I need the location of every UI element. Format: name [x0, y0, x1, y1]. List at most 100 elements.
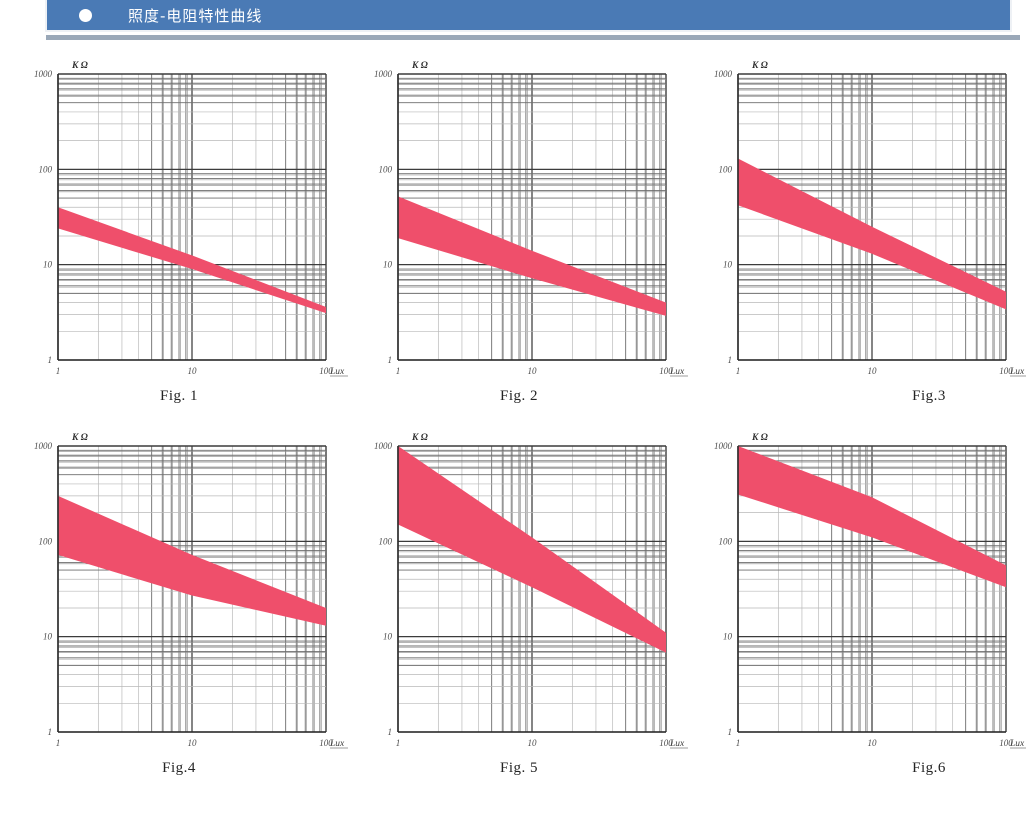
header-left-gutter: [0, 0, 45, 40]
resistance-tolerance-band: [398, 196, 666, 316]
figure-fig6: 1 10 100 1000 1 10 100 K Ω Lux Fig.6: [688, 424, 1026, 796]
figure-caption-fig3: Fig.3: [912, 388, 946, 404]
plot-area-fig5: 1 10 100 1000 1 10 100 K Ω Lux: [348, 424, 690, 764]
y-tick-label: 10: [383, 632, 393, 642]
y-axis-unit-label: K Ω: [751, 433, 768, 443]
resistance-tolerance-band: [398, 446, 666, 653]
x-axis-unit-label: Lux: [329, 739, 345, 749]
y-tick-label: 1000: [34, 441, 53, 451]
figure-caption-fig6: Fig.6: [912, 760, 946, 776]
plot-area-fig3: 1 10 100 1000 1 10 100 K Ω Lux: [688, 52, 1026, 392]
axis-lines-fig6: [737, 446, 1006, 733]
x-tick-label: 100: [999, 366, 1013, 376]
axis-lines-fig5: [397, 446, 666, 733]
y-axis-unit-label: K Ω: [751, 61, 768, 71]
figure-row-bottom: 1 10 100 1000 1 10 100 K Ω Lux Fig.4 1 10 100 1000 1…: [0, 424, 1026, 796]
x-tick-label: 1: [56, 738, 61, 748]
figure-fig5: 1 10 100 1000 1 10 100 K Ω Lux Fig. 5: [348, 424, 690, 796]
x-tick-label: 100: [659, 366, 673, 376]
resistance-tolerance-band: [58, 495, 326, 626]
axis-lines-fig2: [397, 74, 666, 361]
x-tick-label: 1: [396, 366, 401, 376]
y-tick-label: 10: [43, 260, 53, 270]
y-tick-label: 1000: [714, 441, 733, 451]
y-axis-unit-label: K Ω: [71, 433, 88, 443]
y-tick-label: 1000: [374, 69, 393, 79]
figure-caption-fig5: Fig. 5: [499, 760, 538, 776]
x-axis-unit-label: Lux: [329, 367, 345, 377]
filled-circle-icon: [79, 8, 92, 22]
y-tick-label: 100: [379, 164, 393, 174]
figure-fig1: 1 10 100 1000 1 10 100 K Ω Lux Fig. 1: [8, 52, 350, 424]
figure-fig3: 1 10 100 1000 1 10 100 K Ω Lux Fig.3: [688, 52, 1026, 424]
figure-fig2: 1 10 100 1000 1 10 100 K Ω Lux Fig. 2: [348, 52, 690, 424]
y-tick-label: 1: [728, 727, 733, 737]
page-header: 照度-电阻特性曲线: [0, 0, 1026, 44]
y-axis-unit-label: K Ω: [411, 61, 428, 71]
figure-fig4: 1 10 100 1000 1 10 100 K Ω Lux Fig.4: [8, 424, 350, 796]
y-tick-label: 10: [723, 260, 733, 270]
resistance-tolerance-band: [738, 158, 1006, 310]
y-axis-unit-label: K Ω: [71, 61, 88, 71]
x-axis-unit-label: Lux: [669, 367, 685, 377]
figure-caption-fig1: Fig. 1: [159, 388, 198, 404]
plot-area-fig1: 1 10 100 1000 1 10 100 K Ω Lux: [8, 52, 350, 392]
y-tick-label: 100: [719, 536, 733, 546]
resistance-tolerance-band: [738, 446, 1006, 588]
y-tick-label: 100: [719, 164, 733, 174]
y-tick-label: 1: [48, 355, 53, 365]
y-tick-label: 1: [48, 727, 53, 737]
x-tick-label: 1: [736, 366, 741, 376]
axis-lines-fig1: [57, 74, 326, 361]
y-tick-label: 100: [39, 536, 53, 546]
y-tick-label: 1000: [34, 69, 53, 79]
y-tick-label: 100: [39, 164, 53, 174]
header-title-bar: 照度-电阻特性曲线: [45, 0, 1012, 32]
y-tick-label: 1: [388, 355, 393, 365]
y-tick-label: 10: [43, 632, 53, 642]
x-tick-label: 10: [528, 738, 538, 748]
axis-lines-fig3: [737, 74, 1006, 361]
x-axis-unit-label: Lux: [669, 739, 685, 749]
header-underline-rule: [46, 35, 1020, 40]
x-tick-label: 100: [659, 738, 673, 748]
figure-caption-fig4: Fig.4: [162, 760, 196, 776]
y-tick-label: 10: [723, 632, 733, 642]
plot-area-fig4: 1 10 100 1000 1 10 100 K Ω Lux: [8, 424, 350, 764]
y-tick-label: 1000: [374, 441, 393, 451]
x-tick-label: 10: [188, 738, 198, 748]
figure-grid: 1 10 100 1000 1 10 100 K Ω Lux Fig. 1 1 10 100 1000…: [0, 52, 1026, 830]
resistance-tolerance-band: [58, 207, 326, 314]
x-axis-unit-label: Lux: [1009, 367, 1025, 377]
x-tick-label: 10: [188, 366, 198, 376]
figure-caption-fig2: Fig. 2: [499, 388, 538, 404]
gridlines-fig3: [737, 73, 1007, 361]
x-tick-label: 10: [868, 738, 878, 748]
page-title: 照度-电阻特性曲线: [128, 6, 263, 25]
x-tick-label: 1: [736, 738, 741, 748]
y-tick-label: 1: [388, 727, 393, 737]
gridlines-fig1: [57, 73, 327, 361]
plot-area-fig2: 1 10 100 1000 1 10 100 K Ω Lux: [348, 52, 690, 392]
y-tick-label: 100: [379, 536, 393, 546]
y-axis-unit-label: K Ω: [411, 433, 428, 443]
y-tick-label: 1: [728, 355, 733, 365]
x-tick-label: 100: [319, 366, 333, 376]
x-tick-label: 1: [56, 366, 61, 376]
x-tick-label: 10: [528, 366, 538, 376]
chart-svg-fig2: 1 10 100 1000 1 10 100 K Ω Lux: [374, 61, 688, 377]
axis-lines-fig4: [57, 446, 326, 733]
figure-row-top: 1 10 100 1000 1 10 100 K Ω Lux Fig. 1 1 10 100 1000…: [0, 52, 1026, 424]
chart-svg-fig6: 1 10 100 1000 1 10 100 K Ω Lux: [714, 433, 1026, 749]
x-tick-label: 100: [319, 738, 333, 748]
y-tick-label: 1000: [714, 69, 733, 79]
chart-svg-fig5: 1 10 100 1000 1 10 100 K Ω Lux: [374, 433, 688, 749]
chart-svg-fig3: 1 10 100 1000 1 10 100 K Ω Lux: [714, 61, 1026, 377]
x-tick-label: 1: [396, 738, 401, 748]
plot-area-fig6: 1 10 100 1000 1 10 100 K Ω Lux: [688, 424, 1026, 764]
chart-svg-fig1: 1 10 100 1000 1 10 100 K Ω Lux: [34, 61, 348, 377]
x-tick-label: 10: [868, 366, 878, 376]
x-tick-label: 100: [999, 738, 1013, 748]
x-axis-unit-label: Lux: [1009, 739, 1025, 749]
y-tick-label: 10: [383, 260, 393, 270]
